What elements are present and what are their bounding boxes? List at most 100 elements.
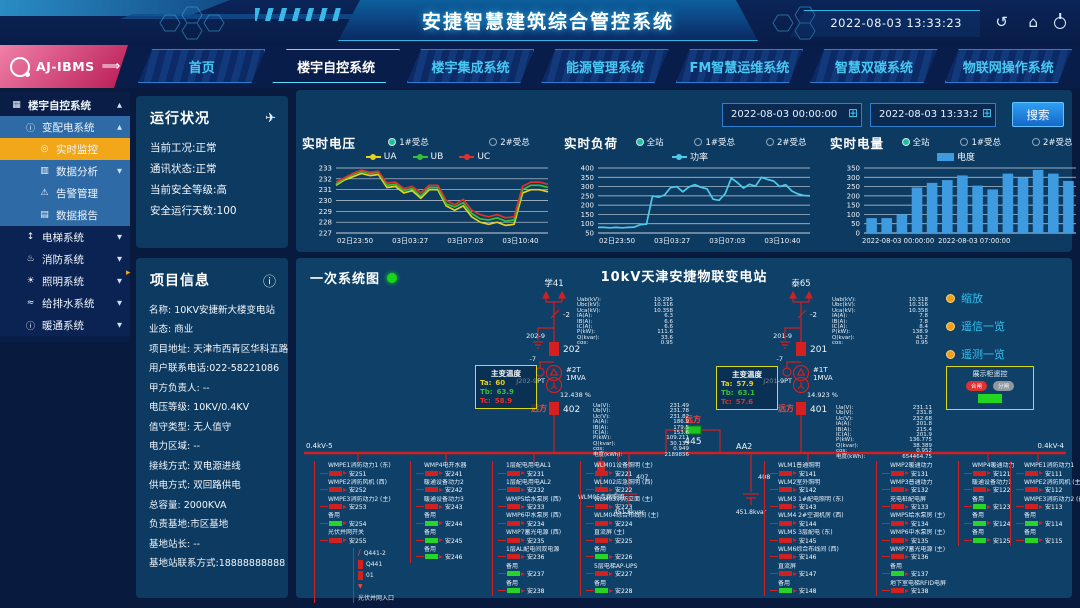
radio-全站[interactable]: 全站 bbox=[901, 136, 930, 148]
feeder-item[interactable]: 备用 安125 bbox=[959, 529, 1015, 546]
feeder-breaker-closed[interactable] bbox=[891, 487, 904, 493]
feeder-breaker-spare[interactable] bbox=[329, 520, 342, 526]
radio-2#受总[interactable]: 2#受总 bbox=[1031, 136, 1073, 148]
feeder-breaker-closed[interactable] bbox=[779, 470, 792, 476]
calendar-icon[interactable]: ⊞ bbox=[981, 106, 992, 120]
feeder-breaker-closed[interactable] bbox=[891, 520, 904, 526]
feeder-breaker-closed[interactable] bbox=[779, 487, 792, 493]
home-icon[interactable]: ⌂ bbox=[1028, 13, 1038, 31]
feeder-item[interactable]: WLM2室外照明 安142 bbox=[765, 479, 844, 496]
feeder-breaker-closed[interactable] bbox=[507, 504, 520, 510]
feeder-breaker-closed[interactable] bbox=[779, 554, 792, 560]
feeder-item[interactable]: 备用 安228 bbox=[581, 580, 659, 597]
feeder-breaker-spare[interactable] bbox=[595, 588, 608, 594]
feeder-item[interactable]: 光伏并网开关 安255 bbox=[315, 529, 394, 546]
feeder-breaker-spare[interactable] bbox=[595, 554, 608, 560]
feeder-breaker-spare[interactable] bbox=[1025, 520, 1038, 526]
feeder-breaker-closed[interactable] bbox=[891, 504, 904, 510]
radio-dot[interactable] bbox=[694, 138, 703, 146]
feeder-breaker-closed[interactable] bbox=[329, 470, 342, 476]
feeder-item[interactable]: WLM1普通照明 安141 bbox=[765, 462, 844, 479]
radio-全站[interactable]: 全站 bbox=[635, 136, 664, 148]
feeder-item[interactable]: 1层配电用电AL2 安232 bbox=[493, 479, 561, 496]
feeder-item[interactable]: WLM4 2#空调机房 (西) 安144 bbox=[765, 512, 844, 529]
feeder-breaker-closed[interactable] bbox=[891, 588, 904, 594]
feeder-item[interactable]: 暖通设备动力3 安243 bbox=[411, 496, 467, 513]
radio-dot[interactable] bbox=[1031, 138, 1040, 146]
feeder-breaker-closed[interactable] bbox=[595, 487, 608, 493]
feeder-breaker-spare[interactable] bbox=[425, 520, 438, 526]
radio-1#受总[interactable]: 1#受总 bbox=[388, 136, 429, 148]
feeder-breaker-closed[interactable] bbox=[329, 487, 342, 493]
feeder-breaker-closed[interactable] bbox=[425, 487, 438, 493]
feeder-breaker-closed[interactable] bbox=[973, 487, 986, 493]
feeder-item[interactable]: 备用 安244 bbox=[411, 512, 467, 529]
feeder-item[interactable]: WMP7蓄光电源 (西) 安235 bbox=[493, 529, 561, 546]
feeder-item[interactable]: 备用 安245 bbox=[411, 529, 467, 546]
breaker-402[interactable] bbox=[549, 402, 559, 415]
radio-1#受总[interactable]: 1#受总 bbox=[960, 136, 1001, 148]
breaker-202[interactable] bbox=[549, 342, 559, 356]
feeder-item[interactable]: 备用 安237 bbox=[493, 563, 561, 580]
feeder-breaker-closed[interactable] bbox=[595, 520, 608, 526]
sidebar-item-8[interactable]: ♨ 消防系统 ▼ bbox=[0, 248, 130, 270]
nav-tab-3[interactable]: 楼宇集成系统 bbox=[407, 49, 534, 83]
send-icon[interactable]: ✈ bbox=[265, 110, 276, 126]
feeder-item[interactable]: 备用 安114 bbox=[1011, 512, 1080, 529]
feeder-item[interactable]: WMP4暖通动力 安121 bbox=[959, 462, 1015, 479]
date-to-input[interactable] bbox=[870, 102, 996, 127]
feeder-breaker-closed[interactable] bbox=[507, 470, 520, 476]
feeder-item[interactable]: WMP4电开水器 安241 bbox=[411, 462, 467, 479]
sidebar-item-2[interactable]: ⓘ 变配电系统 ▲ bbox=[0, 116, 130, 138]
feeder-breaker-closed[interactable] bbox=[507, 520, 520, 526]
feeder-breaker-closed[interactable] bbox=[507, 537, 520, 543]
feeder-breaker-closed[interactable] bbox=[779, 504, 792, 510]
feeder-item[interactable]: 1层配电用电AL1 安231 bbox=[493, 462, 561, 479]
radio-dot[interactable] bbox=[901, 138, 910, 146]
feeder-item[interactable]: 备用 安226 bbox=[581, 546, 659, 563]
feeder-item[interactable]: 1层AL配电间双电源 安236 bbox=[493, 546, 561, 563]
feeder-breaker-closed[interactable] bbox=[779, 571, 792, 577]
sidebar-item-10[interactable]: ≈ 给排水系统 ▼ bbox=[0, 292, 130, 314]
feeder-item[interactable]: WMPE3消防动力2 (备)安113 bbox=[1011, 496, 1080, 513]
feeder-item[interactable]: 备用 安238 bbox=[493, 580, 561, 597]
feeder-item[interactable]: 备用 安246 bbox=[411, 546, 467, 563]
feeder-breaker-closed[interactable] bbox=[507, 554, 520, 560]
feeder-item[interactable]: WMPE1消防动力1 安111 bbox=[1011, 462, 1080, 479]
nav-tab-6[interactable]: 智慧双碳系统 bbox=[810, 49, 937, 83]
feeder-breaker-closed[interactable] bbox=[425, 470, 438, 476]
feeder-breaker-closed[interactable] bbox=[1025, 487, 1038, 493]
sidebar-item-11[interactable]: ⓘ 暖通系统 ▼ bbox=[0, 314, 130, 336]
feeder-item[interactable]: WLM02应急照明 (西) 安222 bbox=[581, 479, 659, 496]
nav-tab-5[interactable]: FM智慧运维系统 bbox=[676, 49, 803, 83]
sidebar-item-1[interactable]: ▦ 楼宇自控系统 ▲ bbox=[0, 94, 130, 116]
feeder-breaker-closed[interactable] bbox=[891, 554, 904, 560]
feeder-breaker-closed[interactable] bbox=[425, 504, 438, 510]
feeder-breaker-closed[interactable] bbox=[329, 504, 342, 510]
feeder-item[interactable]: 备用 安115 bbox=[1011, 529, 1080, 546]
feeder-breaker-closed[interactable] bbox=[507, 487, 520, 493]
feeder-breaker-spare[interactable] bbox=[425, 537, 438, 543]
feeder-breaker-spare[interactable] bbox=[973, 537, 986, 543]
feeder-item[interactable]: WMP5给水泵房 (主) 安134 bbox=[877, 512, 946, 529]
feeder-item[interactable]: 备用 安123 bbox=[959, 496, 1015, 513]
sidebar-collapse-handle[interactable]: ▸ bbox=[126, 268, 131, 278]
feeder-item[interactable]: 直流屏 (主) 安225 bbox=[581, 529, 659, 546]
feeder-item[interactable]: 直流屏 安147 bbox=[765, 563, 844, 580]
nav-tab-1[interactable]: 首页 bbox=[138, 49, 265, 83]
radio-dot[interactable] bbox=[960, 138, 969, 146]
pv-breaker[interactable] bbox=[358, 559, 363, 569]
feeder-item[interactable]: WMPE2消防风机 (主) 安112 bbox=[1011, 479, 1080, 496]
feeder-breaker-closed[interactable] bbox=[973, 470, 986, 476]
search-button[interactable]: 搜索 bbox=[1012, 102, 1064, 127]
feeder-item[interactable]: 备用 安148 bbox=[765, 580, 844, 597]
feeder-item[interactable]: 备用 安124 bbox=[959, 512, 1015, 529]
feeder-breaker-closed[interactable] bbox=[891, 537, 904, 543]
feeder-breaker-spare[interactable] bbox=[507, 588, 520, 594]
back-icon[interactable]: ↺ bbox=[995, 13, 1008, 31]
feeder-breaker-closed[interactable] bbox=[891, 470, 904, 476]
radio-dot[interactable] bbox=[388, 138, 397, 146]
feeder-breaker-closed[interactable] bbox=[595, 470, 608, 476]
sidebar-item-9[interactable]: ☀ 照明系统 ▼ bbox=[0, 270, 130, 292]
feeder-item[interactable]: WLM5 3层配电 (东) 安145 bbox=[765, 529, 844, 546]
